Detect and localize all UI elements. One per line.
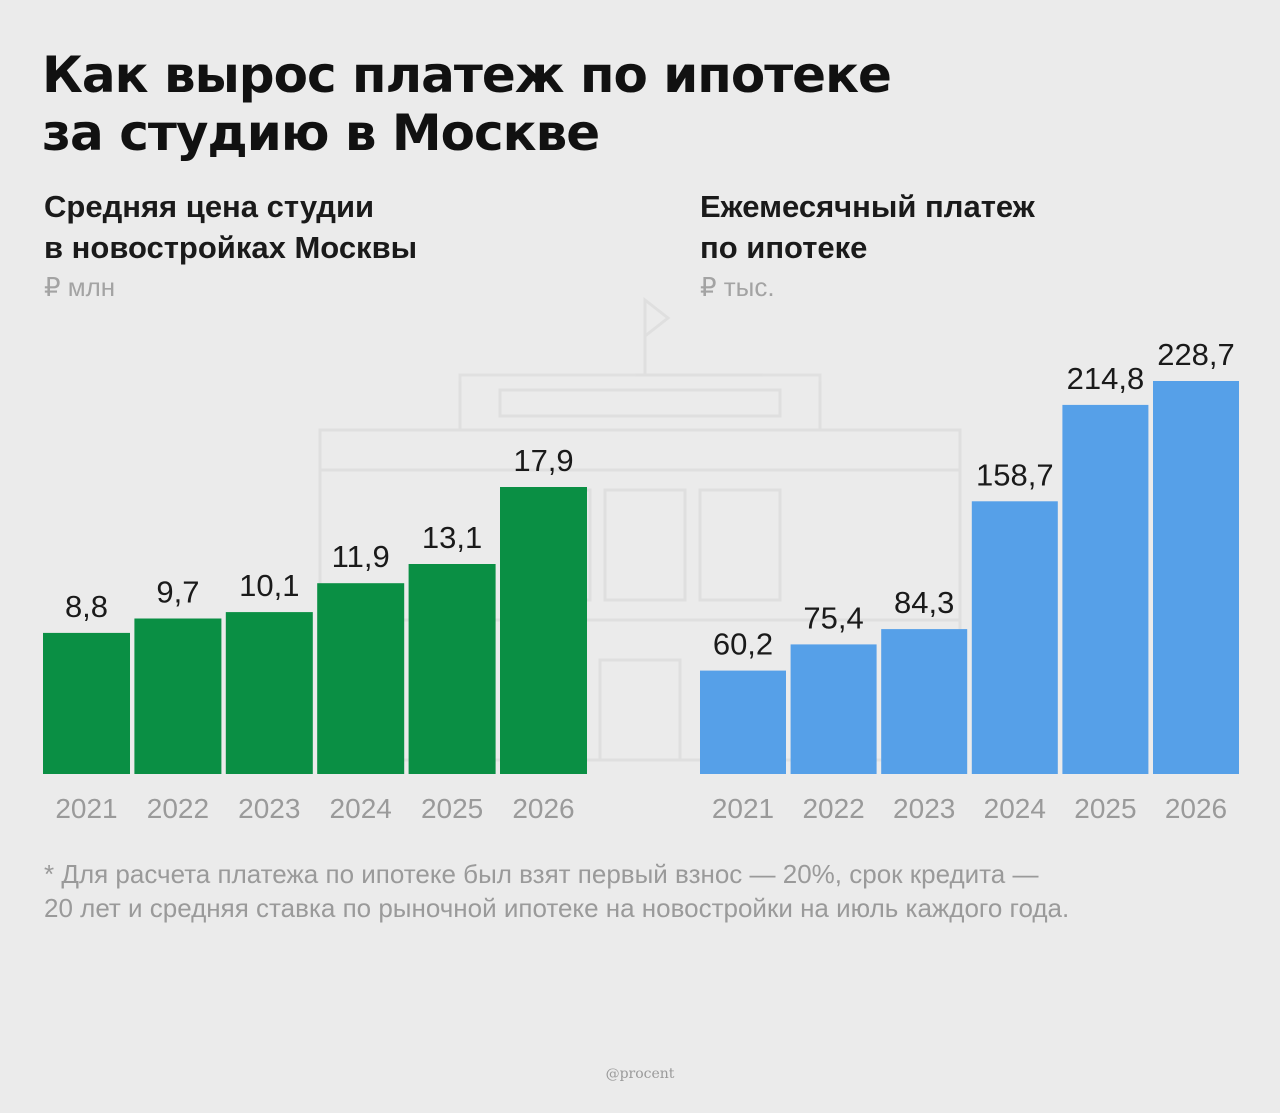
left-value-label-2022: 9,7 [156,575,199,610]
page-title-line-1: Как вырос платеж по ипотеке [42,46,892,104]
right-value-label-2023: 84,3 [894,585,954,620]
right-value-label-2021: 60,2 [713,627,773,662]
right-value-label-2022: 75,4 [803,600,863,635]
credit: @procent [605,1066,675,1082]
footnote-line-2: 20 лет и средняя ставка по рыночной ипот… [44,893,1070,923]
left-chart-title: Средняя цена студии в новостройках Москв… [44,186,417,268]
right-x-tick-2021: 2021 [712,793,774,824]
right-bar-2021 [700,670,786,774]
left-chart: 8,8 2021 9,7 2022 10,1 2023 11,9 2024 13,1 2025 17… [43,443,587,824]
right-bar-2022 [790,644,877,774]
left-value-label-2025: 13,1 [422,520,482,555]
right-x-tick-2025: 2025 [1074,793,1136,824]
left-chart-title-line-1: Средняя цена студии [44,189,375,224]
right-value-label-2024: 158,7 [976,457,1054,492]
right-bar-2023 [881,629,968,774]
right-chart-title: Ежемесячный платеж по ипотеке [700,186,1035,268]
footnote-line-1: * Для расчета платежа по ипотеке был взя… [44,859,1039,889]
right-bar-2026 [1153,381,1239,774]
left-chart-title-line-2: в новостройках Москвы [44,230,418,265]
left-value-label-2021: 8,8 [65,589,108,624]
left-x-tick-2022: 2022 [147,793,209,824]
right-chart-title-line-2: по ипотеке [700,230,868,265]
right-chart: 60,2 2021 75,4 2022 84,3 2023 158,7 2024 214,8 20… [700,337,1239,824]
left-bar-2025 [408,564,496,774]
right-bar-2024 [971,501,1058,774]
left-bar-2023 [225,612,313,774]
left-value-label-2024: 11,9 [332,539,390,574]
right-value-label-2026: 228,7 [1157,337,1235,372]
left-value-label-2026: 17,9 [513,443,573,478]
right-bar-2025 [1062,404,1149,774]
left-x-tick-2025: 2025 [421,793,483,824]
left-x-tick-2026: 2026 [512,793,574,824]
right-chart-unit: ₽ тыс. [700,272,775,302]
left-bar-2021 [43,632,130,774]
page-title-line-2: за студию в Москве [42,104,600,162]
right-chart-title-line-1: Ежемесячный платеж [700,189,1035,224]
right-x-tick-2022: 2022 [802,793,864,824]
left-bar-2024 [317,583,405,774]
left-x-tick-2023: 2023 [238,793,300,824]
right-value-label-2025: 214,8 [1067,361,1145,396]
left-bar-2026 [500,487,587,774]
left-x-tick-2024: 2024 [330,793,392,824]
right-x-tick-2024: 2024 [984,793,1046,824]
left-x-tick-2021: 2021 [55,793,117,824]
footnote: * Для расчета платежа по ипотеке был взя… [44,857,1264,925]
left-chart-unit: ₽ млн [44,272,116,302]
left-bar-2022 [134,618,222,774]
left-value-label-2023: 10,1 [239,568,299,603]
right-x-tick-2023: 2023 [893,793,955,824]
right-x-tick-2026: 2026 [1165,793,1227,824]
page-title: Как вырос платеж по ипотеке за студию в … [42,46,892,162]
